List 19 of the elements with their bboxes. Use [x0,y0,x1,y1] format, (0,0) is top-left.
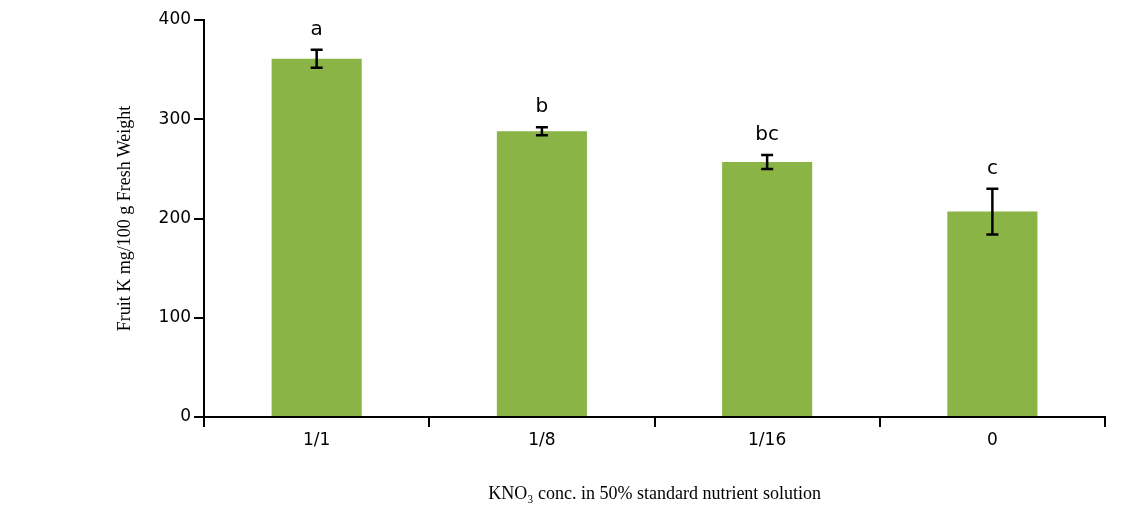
bar [947,211,1038,416]
y-tick-label: 400 [158,8,192,29]
y-tick-label: 100 [158,306,192,327]
y-tick-label: 300 [158,107,192,128]
x-tick-label: 0 [986,428,998,449]
bar [496,131,587,416]
annotation: bc [755,121,779,146]
x-axis-title: KNO₃ conc. in 50% standard nutrient solution [488,482,821,503]
annotation: c [986,154,998,179]
bar [722,161,813,416]
y-tick-label: 0 [180,405,192,426]
bar [271,58,362,416]
y-tick-label: 200 [158,206,192,227]
y-axis-title: Fruit K mg/100 g Fresh Weight [113,105,134,332]
x-tick-label: 1/8 [528,428,556,449]
annotation: a [310,15,323,40]
annotation: b [535,93,549,118]
x-tick-label: 1/1 [302,428,331,449]
x-tick-label: 1/16 [748,428,787,449]
